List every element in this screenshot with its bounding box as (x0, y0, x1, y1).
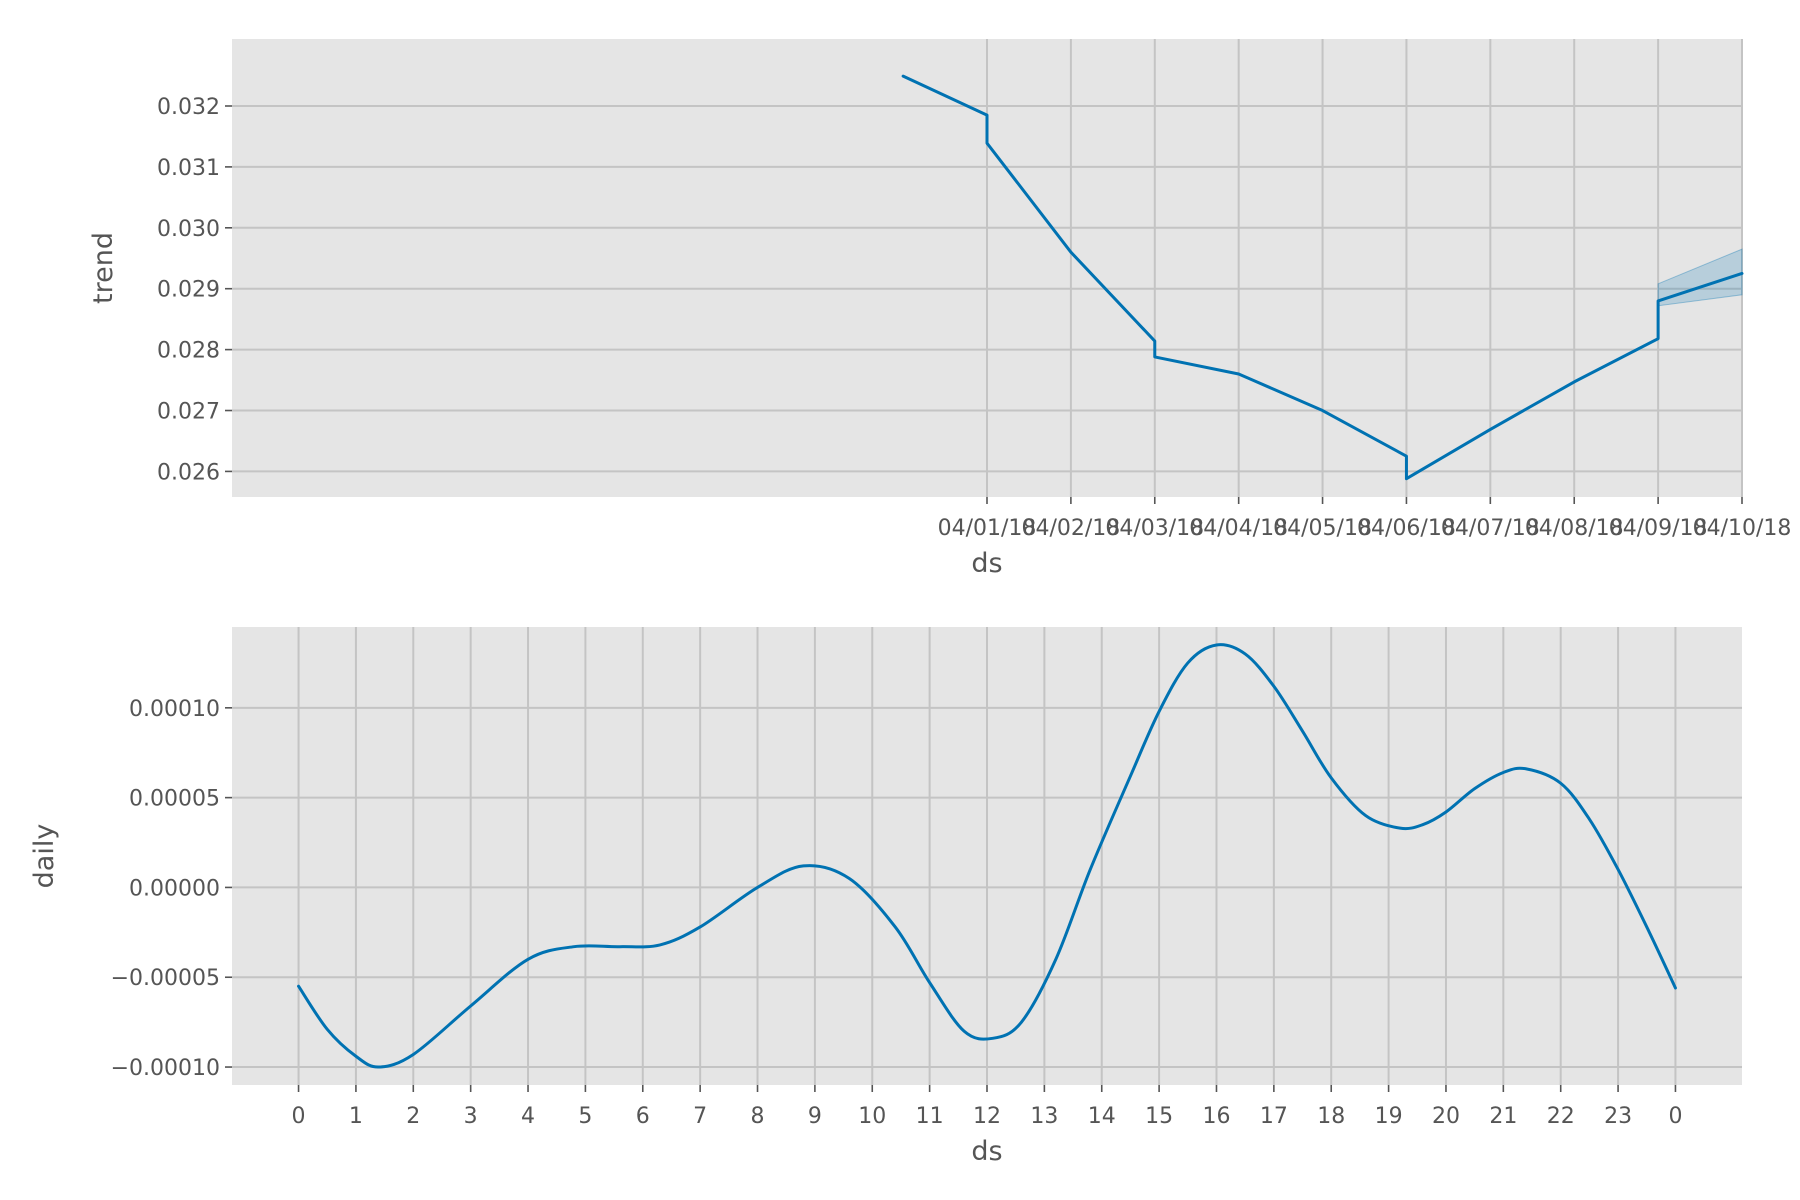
x-tick-label: 04/03/18 (1105, 516, 1204, 541)
tick-marks: 0.026 0.027 0.028 0.029 0.030 0.031 0.032 04/01… (157, 95, 1791, 541)
x-tick-label: 1 (349, 1104, 363, 1129)
x-tick-label: 17 (1260, 1104, 1288, 1129)
y-tick-label: −0.00005 (111, 966, 220, 991)
x-tick-label: 14 (1088, 1104, 1116, 1129)
x-tick-label: 10 (858, 1104, 886, 1129)
x-tick-label: 04/10/18 (1693, 516, 1792, 541)
x-tick-label: 3 (464, 1104, 478, 1129)
x-tick-label: 0 (1668, 1104, 1682, 1129)
y-tick-label: 0.00005 (129, 787, 220, 812)
y-tick-label: 0.00000 (129, 876, 220, 901)
x-tick-label: 7 (693, 1104, 707, 1129)
trend-chart: 0.026 0.027 0.028 0.029 0.030 0.031 0.032 04/01… (88, 39, 1791, 579)
y-tick-label: 0.031 (157, 156, 220, 181)
x-tick-label: 4 (521, 1104, 535, 1129)
y-tick-label: 0.028 (157, 339, 220, 364)
x-tick-label: 16 (1202, 1104, 1230, 1129)
x-tick-label: 19 (1375, 1104, 1403, 1129)
y-tick-label: 0.032 (157, 95, 220, 120)
x-tick-label: 23 (1604, 1104, 1632, 1129)
x-tick-label: 9 (808, 1104, 822, 1129)
x-tick-label: 15 (1145, 1104, 1173, 1129)
y-tick-label: 0.030 (157, 217, 220, 242)
x-tick-label: 04/07/18 (1441, 516, 1540, 541)
x-tick-label: 21 (1489, 1104, 1517, 1129)
y-tick-label: −0.00010 (111, 1056, 220, 1081)
x-tick-label: 0 (292, 1104, 306, 1129)
x-tick-label: 22 (1547, 1104, 1575, 1129)
x-tick-label: 5 (578, 1104, 592, 1129)
series-line-0 (297, 643, 1677, 1069)
x-tick-label: 18 (1317, 1104, 1345, 1129)
y-tick-label: 0.027 (157, 400, 220, 425)
x-axis-label: ds (971, 1136, 1002, 1167)
series-line-0 (901, 74, 1744, 481)
y-axis-label: trend (88, 232, 119, 304)
x-tick-label: 2 (406, 1104, 420, 1129)
x-tick-label: 6 (636, 1104, 650, 1129)
x-tick-label: 04/09/18 (1609, 516, 1708, 541)
x-tick-label: 04/02/18 (1021, 516, 1120, 541)
x-tick-label: 04/01/18 (938, 516, 1037, 541)
y-tick-label: 0.026 (157, 460, 220, 485)
x-tick-label: 11 (916, 1104, 944, 1129)
x-tick-label: 04/08/18 (1525, 516, 1624, 541)
x-axis-label: ds (971, 548, 1002, 579)
gridlines (232, 627, 1742, 1085)
x-tick-label: 04/06/18 (1357, 516, 1456, 541)
x-tick-label: 04/05/18 (1273, 516, 1372, 541)
x-tick-label: 13 (1030, 1104, 1058, 1129)
y-axis-label: daily (29, 824, 60, 889)
y-tick-label: 0.029 (157, 278, 220, 303)
x-tick-label: 04/04/18 (1189, 516, 1288, 541)
x-tick-label: 12 (973, 1104, 1001, 1129)
x-tick-label: 20 (1432, 1104, 1460, 1129)
y-tick-label: 0.00010 (129, 697, 220, 722)
x-tick-label: 8 (751, 1104, 765, 1129)
